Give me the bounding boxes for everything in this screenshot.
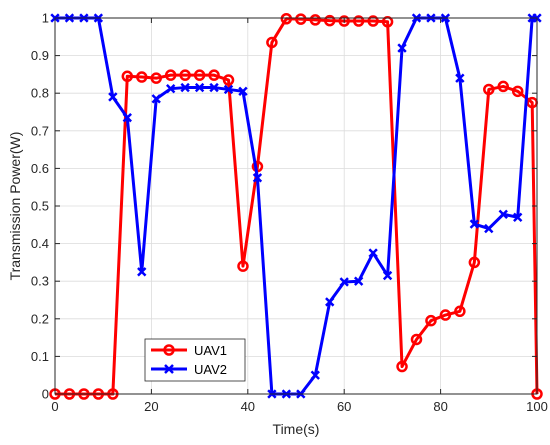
- data-point-uav1: [280, 13, 293, 25]
- data-point-uav1: [410, 333, 423, 346]
- data-point-uav1: [121, 70, 134, 83]
- data-point-uav1: [511, 85, 524, 98]
- legend-box: [144, 338, 246, 382]
- data-point-uav2: [368, 248, 378, 258]
- data-point-uav2: [310, 370, 320, 380]
- data-point-uav1: [425, 314, 437, 327]
- y-axis-label: Transmission Power(W): [7, 132, 23, 281]
- data-point-uav2: [137, 267, 147, 277]
- data-point-uav1: [193, 69, 206, 81]
- data-point-uav2: [108, 92, 118, 102]
- data-point-uav2: [122, 112, 132, 123]
- legend-label-uav2: UAV2: [194, 362, 227, 377]
- data-point-uav2: [180, 82, 190, 93]
- data-point-uav1: [222, 74, 235, 86]
- legend-marker-uav1: [163, 344, 175, 356]
- data-point-uav1: [468, 256, 481, 269]
- data-point-uav1: [208, 69, 220, 81]
- data-point-uav2: [455, 73, 465, 83]
- data-point-uav1: [266, 36, 278, 49]
- grid: [54, 17, 538, 395]
- legend-marker-uav2: [164, 364, 174, 374]
- data-point-uav2: [223, 84, 234, 95]
- y-tick-label: 0.6: [31, 161, 49, 176]
- data-point-uav1: [164, 69, 177, 81]
- y-tick-label: 1: [42, 11, 49, 26]
- data-point-uav2: [397, 43, 407, 53]
- data-point-uav2: [151, 94, 161, 104]
- x-tick-label: 60: [337, 399, 351, 414]
- data-point-uav2: [209, 82, 219, 93]
- data-point-uav2: [382, 270, 393, 281]
- x-tick-label: 20: [144, 399, 158, 414]
- x-tick-label: 40: [241, 399, 255, 414]
- data-point-uav2: [325, 297, 335, 307]
- y-tick-label: 0.9: [31, 48, 49, 63]
- x-tick-label: 80: [433, 399, 447, 414]
- legend-label-uav1: UAV1: [194, 343, 227, 358]
- data-point-uav1: [439, 309, 452, 321]
- data-point-uav2: [194, 82, 205, 93]
- data-point-uav2: [469, 219, 480, 229]
- data-point-uav2: [165, 84, 176, 94]
- data-point-uav2: [498, 209, 508, 219]
- data-point-uav1: [497, 80, 510, 93]
- data-point-uav2: [353, 276, 364, 286]
- data-point-uav1: [396, 360, 408, 373]
- y-tick-label: 0.8: [31, 86, 49, 101]
- data-point-uav2: [339, 277, 349, 287]
- y-tick-label: 0.4: [31, 236, 49, 251]
- x-tick-label: 100: [526, 399, 548, 414]
- data-point-uav1: [309, 14, 322, 26]
- data-point-uav1: [179, 69, 191, 81]
- x-axis-label: Time(s): [273, 421, 320, 437]
- data-point-uav1: [483, 83, 495, 96]
- y-tick-label: 0: [42, 387, 49, 402]
- y-tick-label: 0.7: [31, 123, 49, 138]
- data-point-uav1: [367, 15, 379, 27]
- data-point-uav2: [252, 173, 263, 183]
- data-point-uav2: [238, 86, 248, 97]
- legend: UAV1 UAV2: [144, 338, 246, 382]
- data-point-uav1: [136, 71, 148, 83]
- y-tick-label: 0.5: [31, 199, 49, 214]
- x-tick-label: 0: [51, 399, 58, 414]
- data-point-uav1: [323, 14, 336, 27]
- y-tick-label: 0.3: [31, 274, 49, 289]
- data-point-uav1: [237, 260, 249, 272]
- data-point-uav2: [513, 212, 523, 222]
- data-point-uav1: [352, 15, 365, 27]
- data-point-uav1: [150, 72, 162, 84]
- data-point-uav1: [338, 15, 350, 27]
- data-point-uav2: [484, 223, 494, 234]
- y-tick-label: 0.1: [31, 349, 49, 364]
- y-tick-label: 0.2: [31, 311, 49, 326]
- data-point-uav1: [381, 16, 394, 28]
- ticks: 0 20 40 60 80 100 0 0.1 0.2 0.3 0.4 0.5 0.6 0.7 0.8 0.9…: [31, 11, 548, 415]
- data-point-uav1: [295, 13, 307, 25]
- data-point-uav1: [454, 305, 466, 318]
